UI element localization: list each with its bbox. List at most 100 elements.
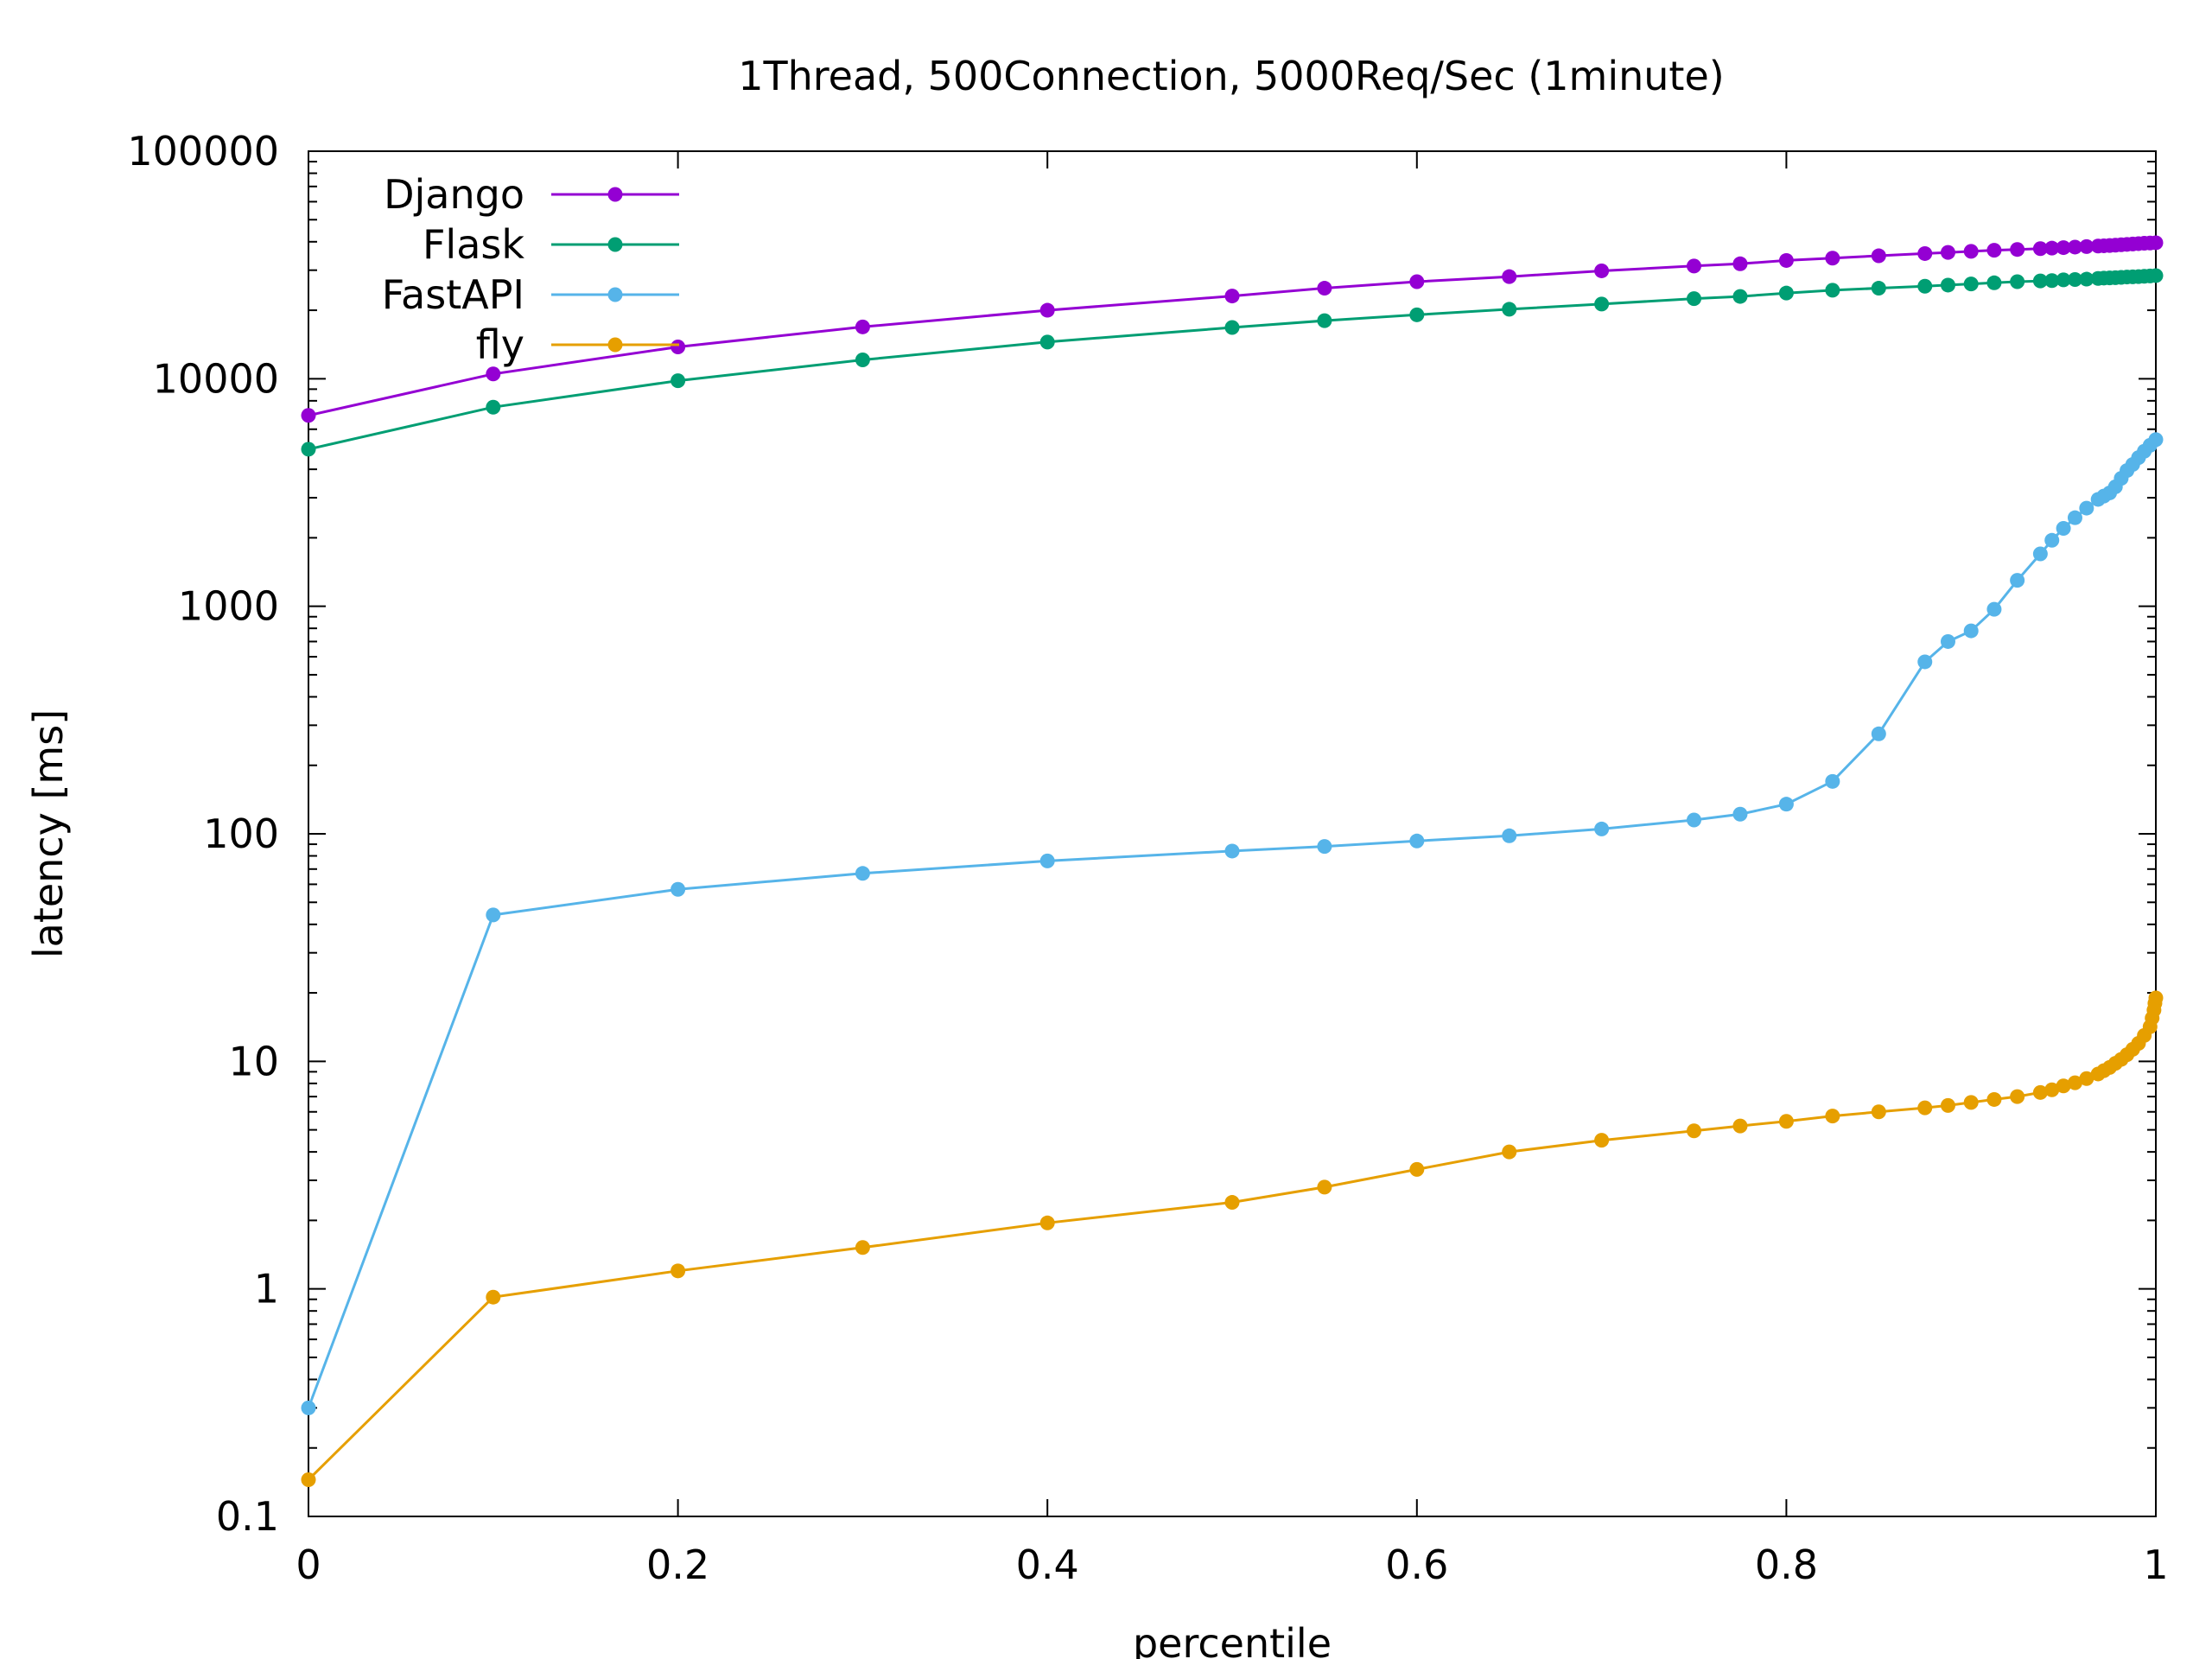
legend-label-django: Django — [384, 171, 524, 218]
data-point-flask — [1039, 334, 1055, 350]
y-tick-label: 0.1 — [216, 1493, 279, 1540]
data-point-flask — [2079, 271, 2094, 287]
data-point-fly — [1224, 1195, 1240, 1211]
data-point-flask — [1317, 313, 1332, 328]
data-point-flask — [1687, 291, 1701, 307]
data-point-fly — [1594, 1133, 1610, 1148]
legend-marker-django — [607, 187, 623, 202]
data-point-django — [2010, 242, 2025, 257]
data-point-fastapi — [1502, 828, 1517, 843]
data-point-flask — [855, 353, 870, 368]
data-point-flask — [1917, 278, 1933, 294]
data-point-fly — [855, 1240, 870, 1255]
data-point-fly — [1940, 1097, 1955, 1113]
series-fly — [301, 990, 2164, 1488]
data-point-django — [2056, 240, 2071, 256]
y-tick-label: 1 — [254, 1266, 279, 1313]
data-point-fly — [2148, 990, 2164, 1006]
legend-marker-flask — [607, 237, 623, 252]
data-point-fly — [1963, 1095, 1979, 1110]
axis-ticks: 0 0.2 0.4 0.6 0.8 1 0.1 1 10 100 1000 10000 100000 — [127, 128, 2168, 1588]
data-point-flask — [2010, 274, 2025, 289]
data-point-fly — [2079, 1071, 2094, 1086]
data-point-fly — [2044, 1082, 2060, 1097]
data-point-django — [1409, 274, 1425, 289]
data-point-django — [1317, 281, 1332, 296]
data-point-django — [1594, 263, 1610, 278]
data-point-flask — [301, 442, 316, 457]
data-point-fastapi — [1871, 726, 1886, 741]
data-point-fly — [2032, 1084, 2048, 1100]
data-point-fly — [1039, 1215, 1055, 1230]
data-point-flask — [2056, 272, 2071, 288]
data-point-django — [1502, 269, 1517, 284]
data-point-flask — [2044, 273, 2060, 289]
data-point-flask — [1986, 275, 2002, 290]
x-tick-label: 0.2 — [646, 1541, 709, 1588]
data-point-fly — [1986, 1091, 2002, 1107]
data-series — [301, 235, 2164, 1488]
data-point-fastapi — [2148, 432, 2164, 448]
x-tick-label: 0.6 — [1385, 1541, 1448, 1588]
series-line-fly — [307, 997, 2158, 1481]
data-point-fly — [2056, 1078, 2071, 1094]
data-point-flask — [1502, 302, 1517, 317]
data-point-fastapi — [1409, 833, 1425, 849]
data-point-fastapi — [1963, 623, 1979, 639]
data-point-fastapi — [2067, 510, 2082, 525]
data-point-django — [1224, 289, 1240, 304]
data-point-fastapi — [1825, 773, 1840, 789]
data-point-fastapi — [671, 881, 686, 897]
data-point-fastapi — [486, 907, 501, 923]
data-point-fly — [1409, 1161, 1425, 1177]
data-point-django — [1986, 243, 2002, 258]
data-point-fastapi — [1594, 821, 1610, 836]
data-point-fastapi — [2044, 532, 2060, 548]
data-point-fastapi — [2032, 546, 2048, 562]
x-tick-label: 1 — [2143, 1541, 2168, 1588]
data-point-fastapi — [855, 866, 870, 881]
legend-label-fly: fly — [476, 321, 524, 368]
data-point-flask — [1940, 277, 1955, 293]
data-point-django — [1732, 256, 1748, 271]
x-tick-label: 0.8 — [1755, 1541, 1818, 1588]
series-line-fastapi — [307, 438, 2158, 1408]
series-fastapi — [301, 432, 2164, 1415]
data-point-django — [1963, 244, 1979, 259]
data-point-flask — [2148, 268, 2164, 283]
data-point-flask — [1963, 276, 1979, 292]
data-point-fly — [2067, 1075, 2082, 1090]
data-point-fastapi — [1917, 654, 1933, 670]
data-point-django — [2079, 238, 2094, 254]
y-tick-label: 10000 — [153, 355, 279, 402]
data-point-flask — [2067, 271, 2082, 287]
data-point-fastapi — [1039, 853, 1055, 868]
data-point-django — [855, 319, 870, 334]
data-point-django — [1039, 302, 1055, 318]
data-point-fly — [1732, 1118, 1748, 1134]
data-point-flask — [1871, 281, 1886, 296]
data-point-flask — [1409, 307, 1425, 322]
y-tick-label: 100 — [203, 810, 279, 857]
chart-title: 1Thread, 500Connection, 5000Req/Sec (1mi… — [738, 53, 1724, 99]
data-point-flask — [671, 373, 686, 389]
x-tick-label: 0.4 — [1016, 1541, 1079, 1588]
data-point-fastapi — [1317, 839, 1332, 855]
data-point-fly — [2010, 1089, 2025, 1104]
data-point-django — [1940, 245, 1955, 260]
data-point-fly — [1778, 1114, 1794, 1129]
data-point-flask — [2032, 273, 2048, 289]
y-tick-label: 100000 — [127, 128, 279, 175]
plot-frame — [308, 150, 2157, 1517]
data-point-fastapi — [1986, 601, 2002, 617]
data-point-django — [671, 339, 686, 354]
data-point-fly — [1317, 1179, 1332, 1195]
data-point-flask — [486, 399, 501, 415]
series-django — [301, 235, 2164, 423]
data-point-django — [2067, 239, 2082, 255]
data-point-fly — [301, 1472, 316, 1488]
data-point-fastapi — [1732, 806, 1748, 822]
y-tick-label: 1000 — [178, 583, 279, 630]
data-point-django — [2148, 235, 2164, 251]
